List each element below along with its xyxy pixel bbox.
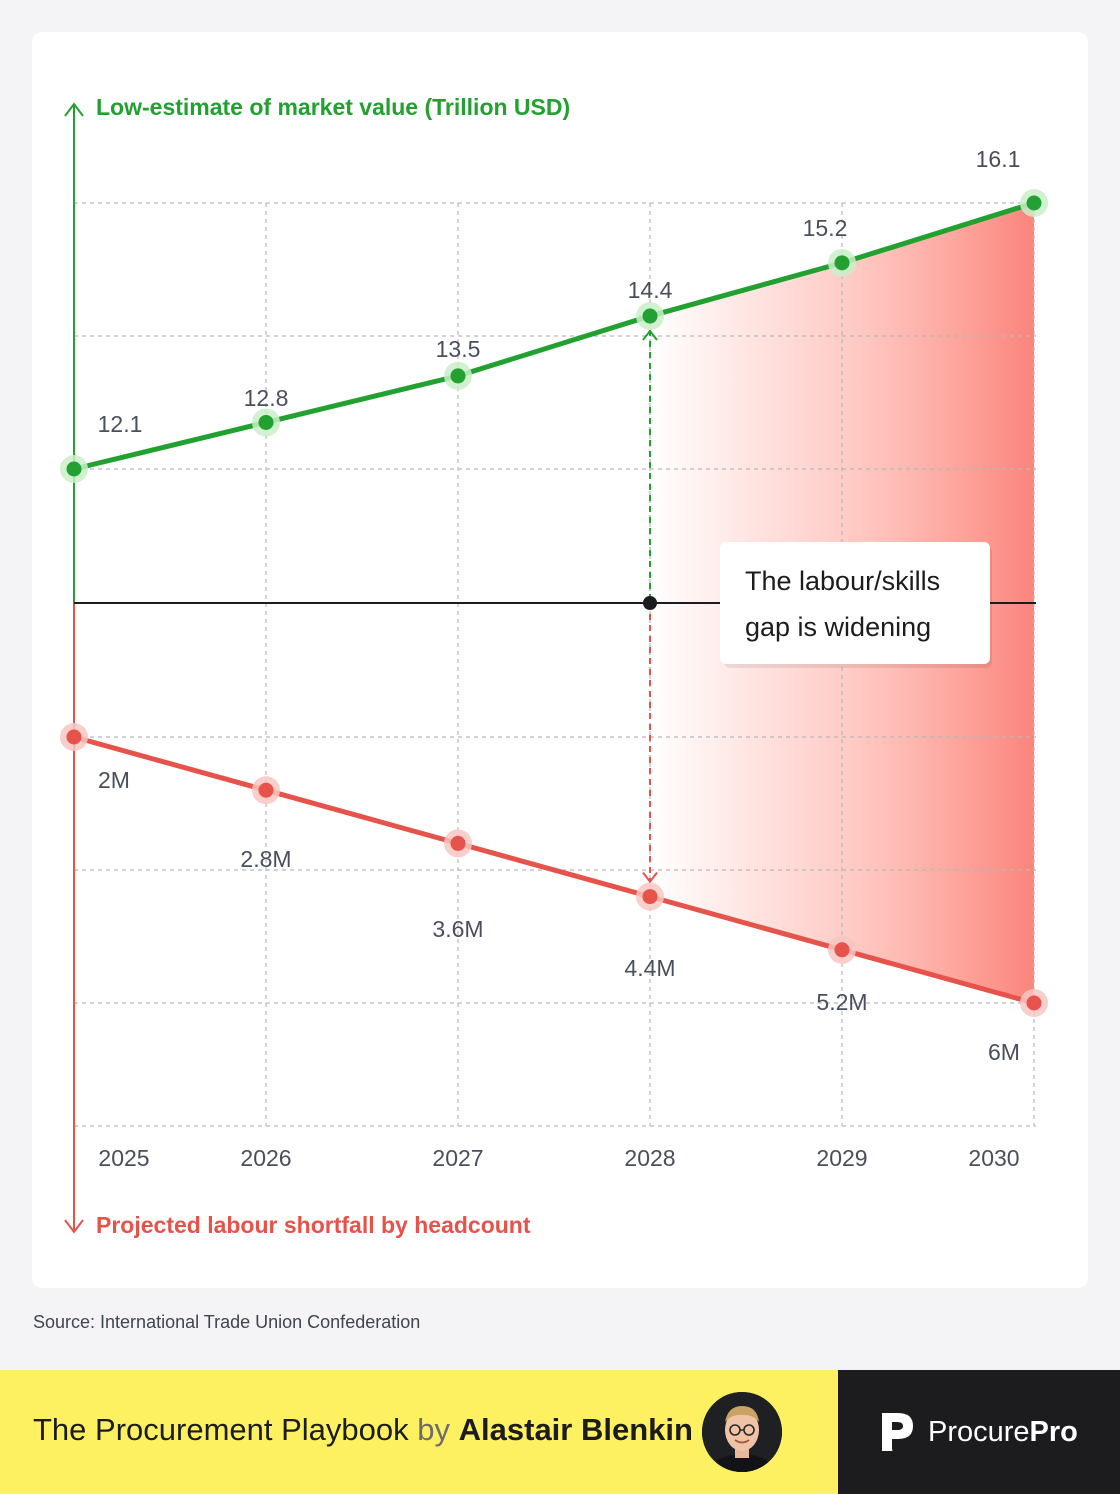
y-axis-up-title: Low-estimate of market value (Trillion U… — [96, 94, 570, 120]
byline: The Procurement Playbook by Alastair Ble… — [33, 1412, 693, 1448]
brand-name-bold: Pro — [1029, 1415, 1078, 1448]
labour-shortfall-point — [258, 782, 274, 798]
market-value-point — [834, 255, 850, 271]
market-value-data-label: 16.1 — [976, 146, 1021, 172]
annotation-box — [720, 542, 990, 664]
labour-shortfall-line — [73, 734, 1035, 1006]
labour-shortfall-point — [450, 835, 466, 851]
playbook-title: The Procurement Playbook — [33, 1412, 409, 1447]
market-value-data-label: 12.8 — [244, 385, 289, 411]
market-value-point — [258, 414, 274, 430]
labour-shortfall-data-label: 6M — [988, 1039, 1020, 1065]
author-avatar — [702, 1392, 782, 1472]
y-axis-down-title: Projected labour shortfall by headcount — [96, 1212, 531, 1238]
chart: Low-estimate of market value (Trillion U… — [60, 94, 1048, 1238]
labour-shortfall-data-label: 2M — [98, 767, 130, 793]
author-portrait-icon — [702, 1392, 782, 1472]
market-value-point — [642, 308, 658, 324]
byline-by: by — [417, 1412, 451, 1447]
x-tick-label: 2027 — [432, 1145, 483, 1171]
annotation-text-line2: gap is widening — [745, 612, 931, 642]
annotation-text-line1: The labour/skills — [745, 566, 940, 596]
market-value-data-label: 15.2 — [803, 215, 848, 241]
x-tick-label: 2030 — [968, 1145, 1019, 1171]
procurepro-logo-icon — [882, 1413, 913, 1451]
market-value-line — [73, 200, 1035, 472]
market-value-point — [66, 461, 82, 477]
labour-shortfall-point — [834, 942, 850, 958]
guide-arrow-down-icon — [642, 871, 658, 884]
guide-arrow-up-icon — [642, 329, 658, 341]
market-value-data-label: 14.4 — [628, 277, 673, 303]
procurepro-logo: ProcurePro — [880, 1410, 1078, 1454]
market-value-point — [1026, 195, 1042, 211]
baseline-marker — [643, 596, 657, 610]
source-note: Source: International Trade Union Confed… — [33, 1312, 421, 1332]
footer-banner — [0, 1370, 838, 1494]
brand-name: ProcurePro — [928, 1416, 1078, 1449]
labour-shortfall-data-label: 5.2M — [816, 989, 867, 1015]
labour-shortfall-data-label: 2.8M — [240, 846, 291, 872]
labour-shortfall-point — [1026, 995, 1042, 1011]
arrow-up-icon — [64, 102, 84, 117]
labour-shortfall-data-label: 4.4M — [624, 955, 675, 981]
author-name: Alastair Blenkin — [458, 1412, 693, 1447]
brand-name-regular: Procure — [928, 1415, 1030, 1448]
labour-shortfall-data-label: 3.6M — [432, 916, 483, 942]
x-tick-label: 2025 — [98, 1145, 149, 1171]
x-tick-label: 2026 — [240, 1145, 291, 1171]
x-tick-label: 2028 — [624, 1145, 675, 1171]
x-tick-label: 2029 — [816, 1145, 867, 1171]
market-value-data-label: 13.5 — [436, 336, 481, 362]
market-value-data-label: 12.1 — [98, 411, 143, 437]
labour-shortfall-point — [642, 889, 658, 905]
arrow-down-icon — [64, 1219, 84, 1234]
market-value-point — [450, 368, 466, 384]
labour-shortfall-point — [66, 729, 82, 745]
